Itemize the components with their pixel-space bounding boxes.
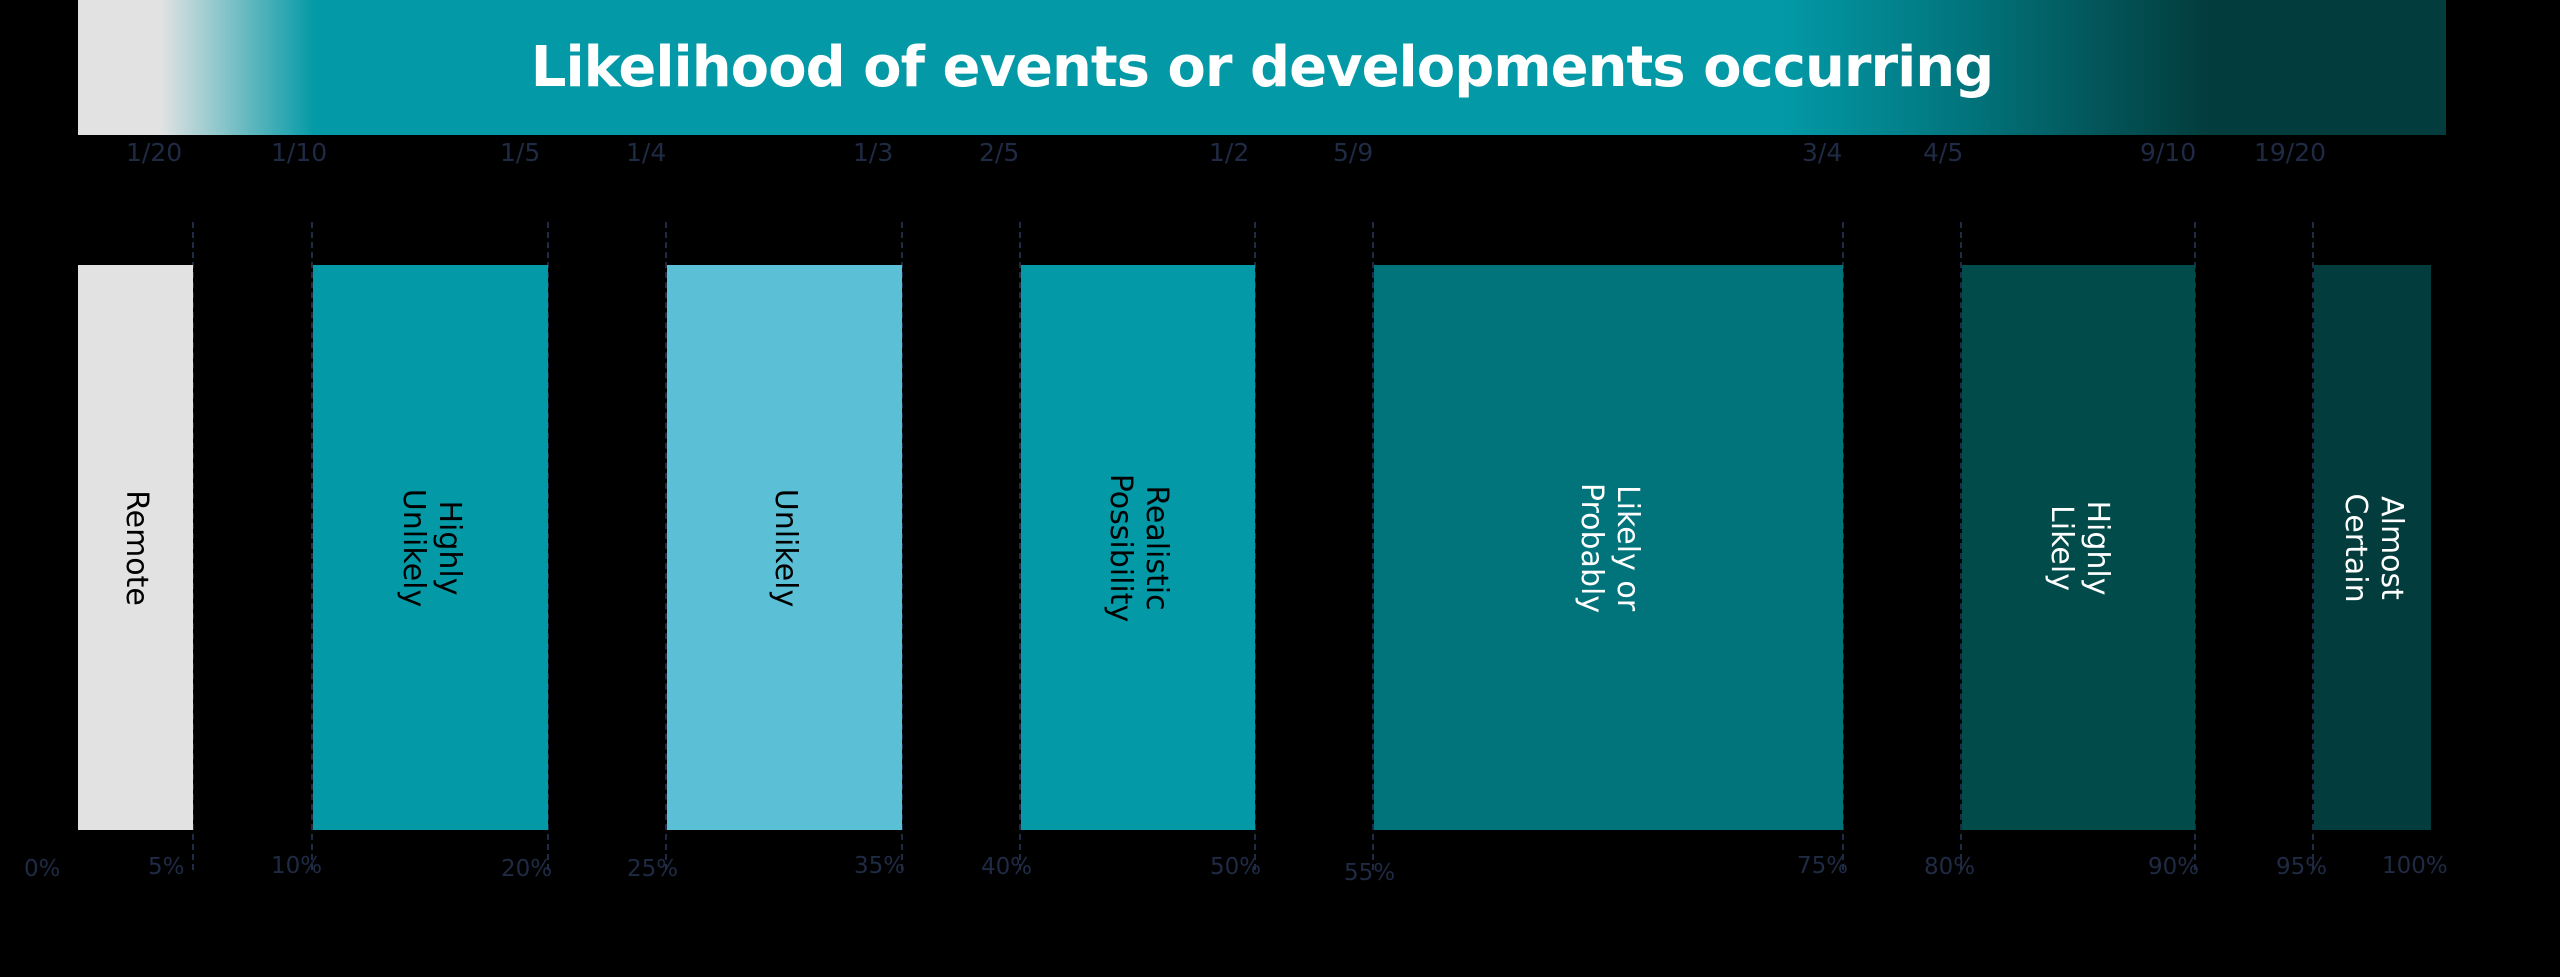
fraction-label: 1/5 [500,138,541,167]
boundary-line [1842,222,1844,870]
band-label: Highly Unlikely [395,488,467,607]
percentage-label: 0% [24,856,61,882]
percentage-label: 10% [271,853,323,879]
percentage-label: 90% [2148,854,2200,880]
band-label: Almost Certain [2337,492,2409,603]
fraction-label: 1/10 [271,138,328,167]
fraction-label: 1/3 [853,138,894,167]
fraction-label: 3/4 [1802,138,1843,167]
boundary-line [1372,222,1374,870]
boundary-line [1019,222,1021,870]
percentage-label: 95% [2276,854,2328,880]
fraction-label: 4/5 [1923,138,1964,167]
percentage-label: 55% [1344,860,1396,886]
boundary-line [192,222,194,870]
band-remote: Remote [78,265,193,830]
fraction-label: 19/20 [2254,138,2327,167]
boundary-line [311,222,313,870]
percentage-label: 50% [1210,854,1262,880]
boundary-line [2194,222,2196,870]
percentage-label: 40% [981,854,1033,880]
percentage-label: 5% [148,854,185,880]
fraction-label: 5/9 [1333,138,1374,167]
band-label: Remote [118,489,154,606]
fraction-label: 9/10 [2140,138,2197,167]
band-almost-certain: Almost Certain [2314,265,2431,830]
percentage-label: 75% [1797,853,1849,879]
boundary-line [901,222,903,870]
fraction-label: 1/20 [126,138,183,167]
percentage-label: 80% [1924,854,1976,880]
band-unlikely: Unlikely [667,265,902,830]
band-highly-likely: Highly Likely [1962,265,2195,830]
boundary-line [1960,222,1962,870]
fraction-label: 1/4 [626,138,667,167]
boundary-line [1254,222,1256,870]
band-label: Likely or Probably [1573,482,1645,613]
percentage-label: 20% [501,856,553,882]
percentage-label: 25% [627,856,679,882]
percentage-label: 35% [854,853,906,879]
boundary-line [2312,222,2314,870]
band-label: Realistic Possibility [1103,473,1174,622]
band-likely-or-probably: Likely or Probably [1374,265,1843,830]
fraction-label: 2/5 [979,138,1020,167]
boundary-line [547,222,549,870]
chart-title: Likelihood of events or developments occ… [530,35,1994,100]
band-highly-unlikely: Highly Unlikely [313,265,548,830]
title-banner: Likelihood of events or developments occ… [78,0,2446,135]
percentage-label: 100% [2382,853,2448,879]
band-label: Highly Likely [2043,499,2115,596]
band-realistic-possibility: Realistic Possibility [1021,265,1255,830]
boundary-line [665,222,667,870]
band-label: Unlikely [767,488,803,607]
fraction-label: 1/2 [1209,138,1250,167]
